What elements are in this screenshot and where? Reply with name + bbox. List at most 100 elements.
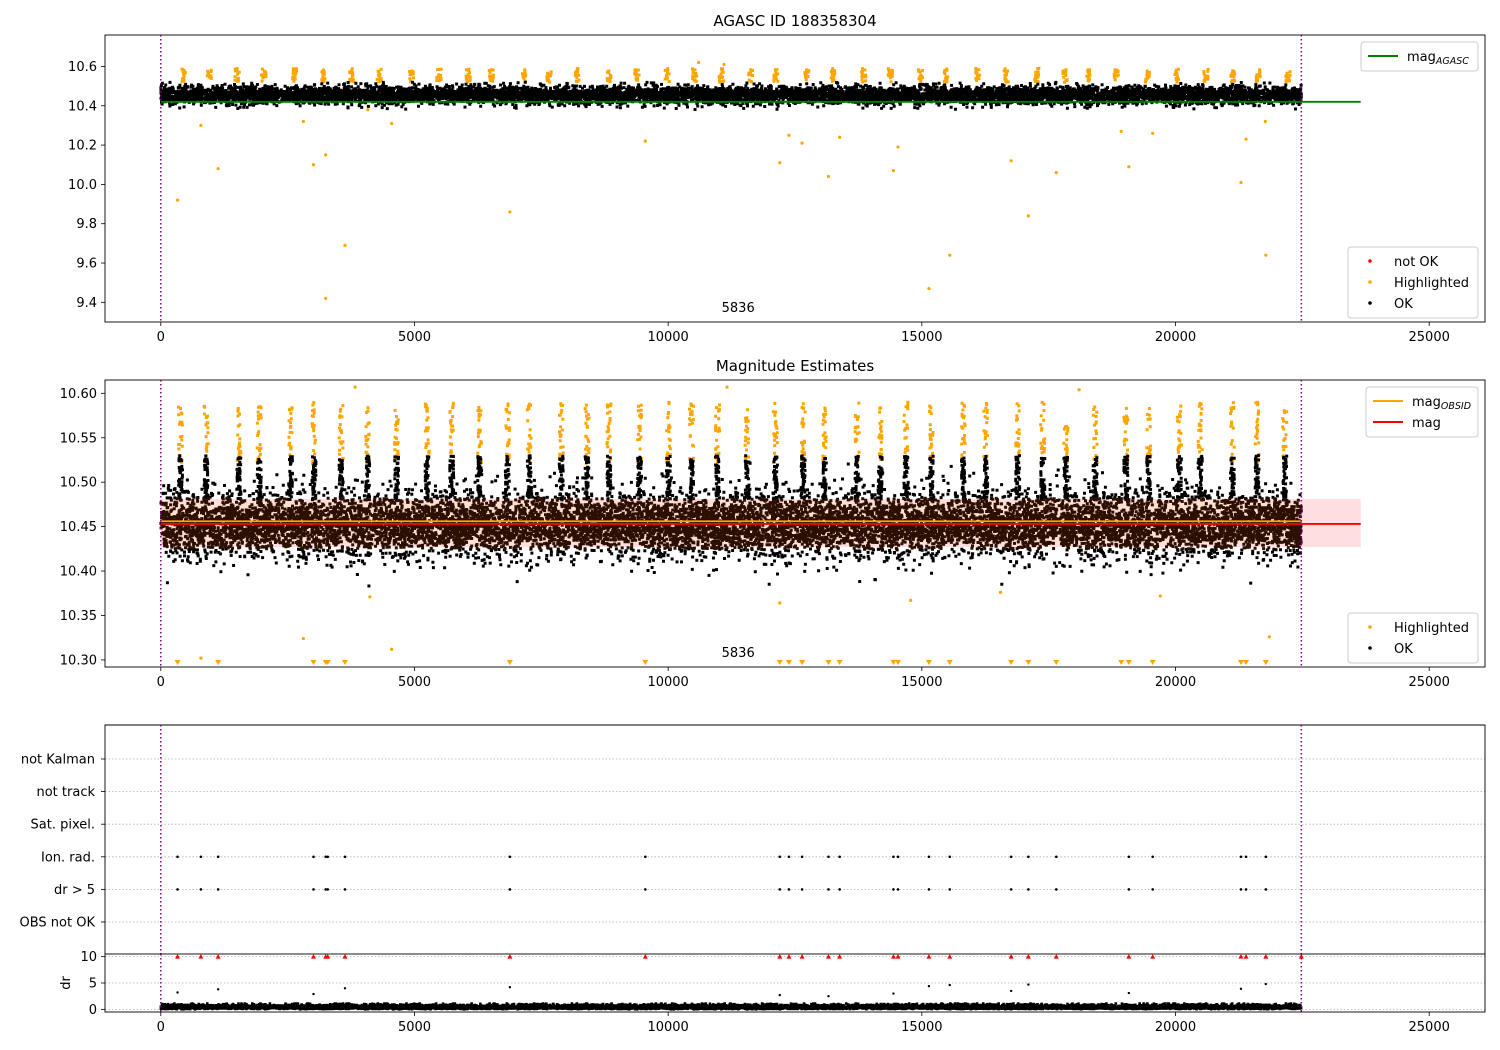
p3-flag-point	[1127, 855, 1131, 859]
p2-clipped-marker	[776, 660, 783, 665]
p4-clipped-marker	[1053, 954, 1059, 959]
p1-ytick-label: 9.4	[76, 296, 97, 311]
p1-bottom-legend-dot-swatch	[1368, 259, 1372, 263]
p4-dr-point	[1264, 982, 1268, 986]
p2-ytick-label: 10.45	[60, 520, 97, 535]
p1-xtick-label: 10000	[647, 330, 688, 345]
p3-flag-row-label: dr > 5	[54, 883, 95, 898]
p1-highlighted-outlier	[390, 121, 394, 126]
p1-highlighted-outlier	[896, 145, 900, 149]
p3-flag-point	[838, 888, 841, 891]
p4-xtick-label: 0	[157, 1020, 165, 1035]
p2-bottom-legend	[1347, 612, 1479, 664]
p1-highlighted-outlier	[324, 153, 328, 157]
p3-flag-point	[644, 855, 647, 859]
p1-highlighted-outlier	[697, 60, 701, 65]
p2-clipped-marker	[1025, 660, 1032, 665]
p1-highlighted-outlier	[175, 198, 180, 202]
p2-ok-points	[161, 454, 1303, 588]
p1-highlighted-outlier	[1239, 180, 1243, 185]
p4-clipped-marker	[947, 954, 953, 959]
p1-ytick-label: 9.6	[76, 257, 97, 272]
p3-flag-point	[838, 855, 841, 859]
panel2-title: Magnitude Estimates	[716, 357, 874, 375]
agasc-mag-panel: 5836 0 5000 10000 15000 20000 25000 9.4 9.6 9.8 10…	[68, 34, 1486, 345]
p3-flag-point	[892, 855, 895, 859]
p2-xtick-label: 15000	[901, 675, 942, 690]
p2-highlighted-outlier	[199, 656, 203, 660]
p2-clipped-marker	[310, 660, 317, 665]
p3-flag-point	[1151, 888, 1154, 891]
p1-highlighted-outlier	[324, 296, 328, 301]
p4-ytick-label: 5	[89, 977, 97, 992]
p4-dr-point	[312, 992, 315, 996]
p3-flag-point	[787, 888, 791, 891]
p1-highlighted-outlier	[216, 167, 220, 171]
p3-flag-point	[827, 855, 830, 859]
p1-highlighted-outlier	[948, 253, 952, 257]
p2-clipped-marker	[1149, 660, 1156, 665]
p1-highlighted-outlier	[826, 174, 831, 179]
p2-clipped-marker	[174, 660, 181, 665]
p4-dr-point	[892, 992, 895, 995]
p4-dr-point	[827, 994, 830, 998]
p3-flag-point	[800, 888, 804, 891]
p3-flag-point	[176, 888, 179, 891]
p2-clipped-marker	[506, 660, 513, 665]
p2-highlighted-outlier	[1158, 594, 1162, 598]
p1-highlighted-outlier	[1127, 165, 1131, 169]
p3-flag-point	[326, 855, 330, 859]
p3-flag-point	[1244, 888, 1248, 891]
dr-axis-label: dr	[59, 976, 74, 990]
p1-highlighted-outlier	[1151, 131, 1155, 135]
p2-clipped-marker	[1008, 660, 1015, 665]
p1-highlighted-outlier	[787, 133, 791, 137]
p2-clipped-marker	[825, 660, 832, 665]
p1-ytick-label: 10.4	[68, 99, 97, 114]
p1-highlighted-outlier	[1054, 171, 1058, 175]
p3-flag-point	[1009, 855, 1013, 859]
p2-clipped-marker	[925, 660, 932, 665]
p3-flag-point	[1264, 888, 1268, 891]
p2-ytick-label: 10.50	[60, 476, 97, 491]
p1-highlighted-outlier	[1263, 119, 1267, 124]
p1-xtick-label: 0	[157, 330, 165, 345]
p2-highlighted-outlier	[1267, 635, 1271, 639]
p4-clipped-marker	[890, 954, 896, 959]
p2-clipped-marker	[1053, 660, 1060, 665]
p4-dr-point	[508, 986, 512, 989]
p3-flag-point	[199, 888, 203, 891]
p1-highlighted-outlier	[1009, 159, 1013, 163]
p1-highlighted-outlier	[199, 123, 203, 128]
p3-flag-point	[508, 888, 512, 891]
p1-xtick-label: 20000	[1155, 330, 1196, 345]
p3-flag-point	[343, 888, 347, 891]
flags-panel: not Kalman not track Sat. pixel. Ion. rad. d…	[20, 724, 1486, 954]
p3-flag-point	[927, 888, 931, 891]
p1-obsid-label: 5836	[722, 301, 755, 316]
p1-highlighted-outlier	[1026, 214, 1030, 218]
p1-highlighted-outlier	[1244, 137, 1248, 141]
p2-highlighted-outlier	[368, 595, 372, 599]
p2-ytick-label: 10.55	[60, 431, 97, 446]
p4-clipped-marker	[825, 954, 831, 959]
p3-flag-point	[1054, 888, 1058, 891]
p4-xtick-label: 10000	[647, 1020, 688, 1035]
p2-xtick-label: 10000	[647, 675, 688, 690]
p4-ytick-label: 10	[80, 950, 97, 965]
p4-clipped-marker	[1008, 954, 1014, 959]
p1-bottom-legend-dot-swatch	[1368, 301, 1372, 305]
p2-clipped-marker	[1243, 660, 1250, 665]
p4-dr-point	[1009, 989, 1013, 993]
p1-highlighted-outlier	[1119, 129, 1123, 133]
p2-xtick-label: 25000	[1409, 675, 1450, 690]
p4-clipped-marker	[507, 954, 513, 959]
p1-ytick-label: 10.2	[68, 139, 97, 154]
p3-flag-row-label: not track	[36, 785, 95, 800]
p2-highlighted-outlier	[998, 590, 1003, 594]
p3-flag-point	[1239, 855, 1243, 859]
p2-clipped-marker	[890, 660, 897, 665]
p3-flag-point	[644, 888, 647, 891]
p4-xtick-label: 5000	[398, 1020, 431, 1035]
